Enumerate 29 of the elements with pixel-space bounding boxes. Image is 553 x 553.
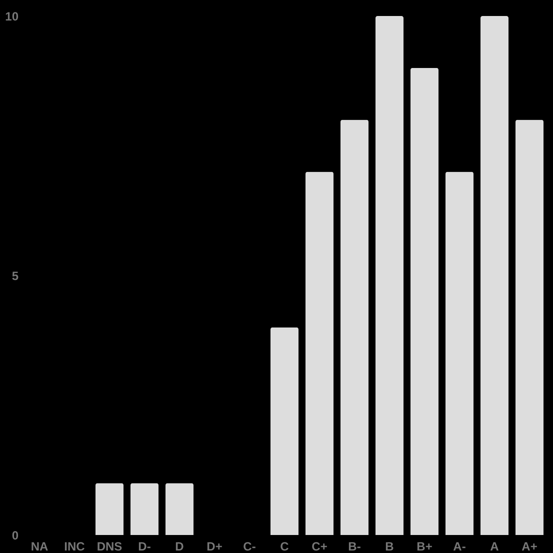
y-tick-label: 0 [12,528,19,542]
bar [410,68,438,535]
x-tick-label: D [175,540,184,553]
x-tick-label: A [490,540,500,553]
x-tick-label: A- [453,540,466,553]
y-tick-label: 5 [12,269,19,283]
bar [306,172,334,535]
bar [376,16,404,535]
x-tick-label: A+ [522,540,538,553]
bar [270,327,298,535]
x-tick-label: D+ [206,540,222,553]
x-tick-label: B- [348,540,361,553]
x-tick-label: C+ [312,540,328,553]
x-tick-label: B [385,540,394,553]
x-tick-label: C [280,540,290,553]
bar [446,172,474,535]
bar [480,16,508,535]
bar [130,483,158,535]
x-tick-label: C- [243,540,256,553]
bar [340,120,368,535]
bar [166,483,194,535]
bar [96,483,124,535]
x-tick-label: DNS [96,540,122,553]
x-tick-label: INC [64,540,86,553]
x-tick-label: NA [30,540,48,553]
bar [516,120,544,535]
y-tick-label: 10 [5,10,19,24]
x-tick-label: D- [138,540,151,553]
x-tick-label: B+ [416,540,432,553]
